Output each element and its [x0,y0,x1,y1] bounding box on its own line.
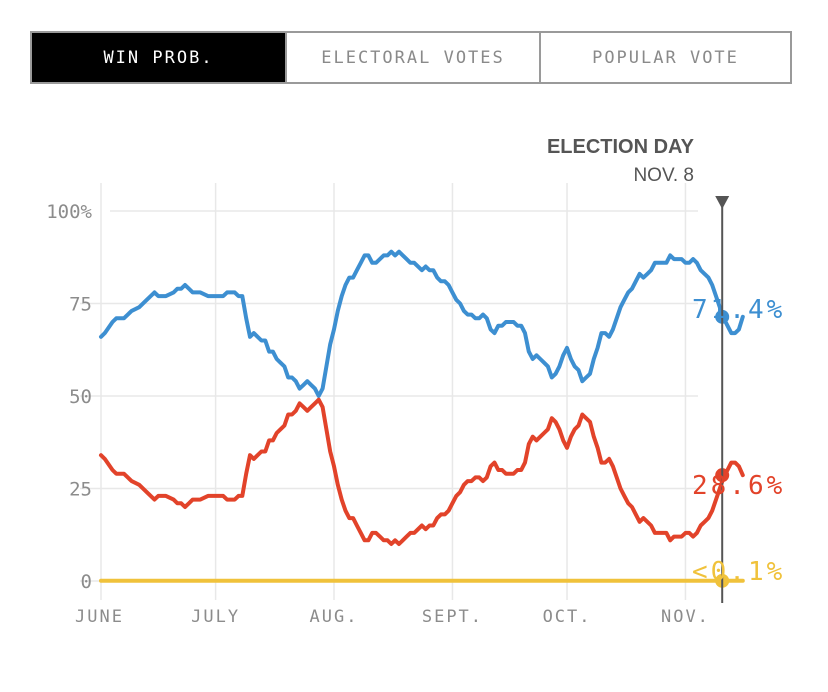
election-day-date: NOV. 8 [633,165,694,186]
x-tick-label: OCT. [543,607,592,627]
grid-layer [80,183,698,600]
end-value-label-red: 28.6% [692,471,785,501]
y-tick-label: 0 [81,571,92,593]
y-tick-label: 25 [69,479,92,501]
x-tick-label: JUNE [75,607,124,627]
x-tick-label: SEPT. [422,607,483,627]
election-day-marker: ELECTION DAY NOV. 8 [547,136,730,603]
tab-electoral-votes[interactable]: ELECTORAL VOTES [285,33,539,82]
series-line-blue [99,249,745,398]
y-tick-label: 50 [69,386,92,408]
label-layer: 100% 75 50 25 0 JUNE JULY AUG. SEPT. OCT. NOV. 71.4… [46,201,785,627]
end-value-label-blue: 71.4% [692,295,785,325]
y-tick-label: 100% [46,201,92,223]
end-value-label-yellow: <0.1% [692,557,785,587]
tab-popular-vote[interactable]: POPULAR VOTE [539,33,790,82]
view-tabs: WIN PROB. ELECTORAL VOTES POPULAR VOTE [30,31,792,84]
tab-win-prob[interactable]: WIN PROB. [32,33,285,82]
series-layer [99,249,745,588]
series-line-red [99,397,745,546]
election-day-title: ELECTION DAY [547,136,695,158]
x-tick-label: NOV. [661,607,710,627]
x-tick-label: AUG. [310,607,359,627]
y-tick-label: 75 [69,294,92,316]
election-day-arrow [715,196,730,209]
x-tick-label: JULY [191,607,240,627]
